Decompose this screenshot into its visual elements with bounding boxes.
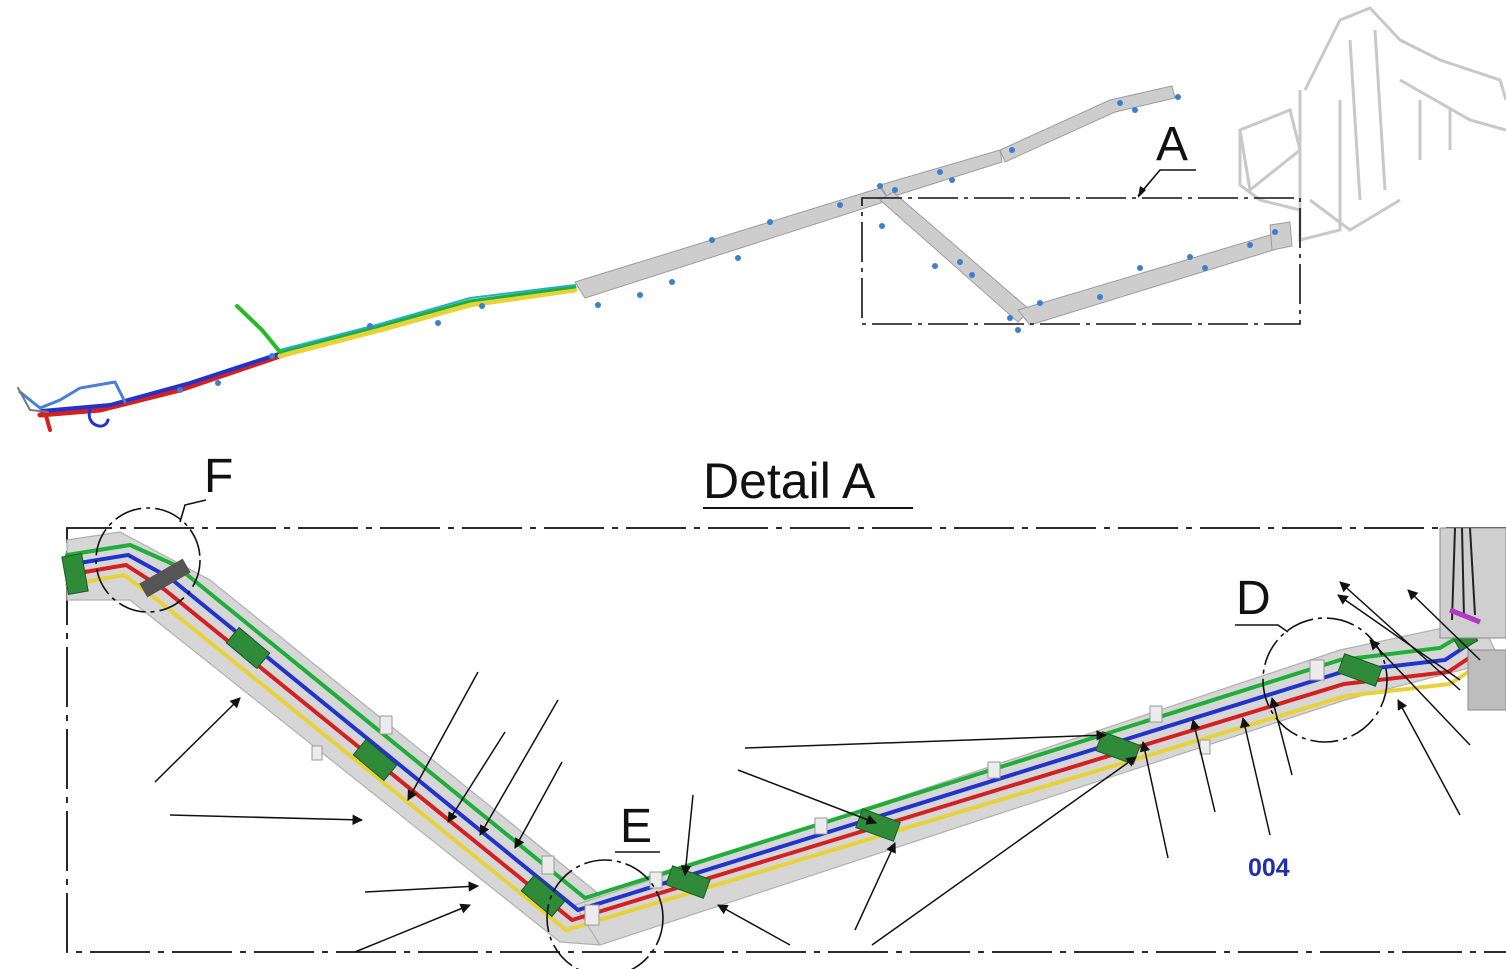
mounting-bracket — [1238, 6, 1506, 242]
wire-bundle-detail — [65, 542, 1482, 933]
detail-a-label: A — [1156, 118, 1188, 171]
connector-assembly — [1439, 527, 1506, 711]
detail-frame — [66, 527, 1506, 953]
wire-run-overview — [17, 284, 578, 432]
detail-circles — [95, 507, 1388, 969]
cable-tray-overview — [574, 85, 1293, 326]
clip-markers-overview — [177, 94, 1278, 393]
cable-tray-detail — [66, 531, 1501, 946]
part-code-label: 004 — [1248, 854, 1290, 882]
dark-clamp — [139, 558, 191, 598]
clamps-detail — [61, 552, 1479, 918]
detail-d-label: D — [1236, 572, 1271, 625]
detail-a-title: Detail A — [703, 453, 876, 509]
standoffs-detail — [311, 659, 1325, 926]
callout-leaders — [154, 581, 1481, 953]
detail-a-leader — [1137, 169, 1196, 197]
detail-a-view: Detail A — [61, 450, 1506, 969]
detail-e-label: E — [620, 800, 652, 853]
circle-leaders — [179, 499, 1289, 853]
detail-a-frame — [861, 197, 1301, 325]
overview-view: A — [17, 6, 1506, 432]
detail-f-label: F — [204, 450, 233, 503]
